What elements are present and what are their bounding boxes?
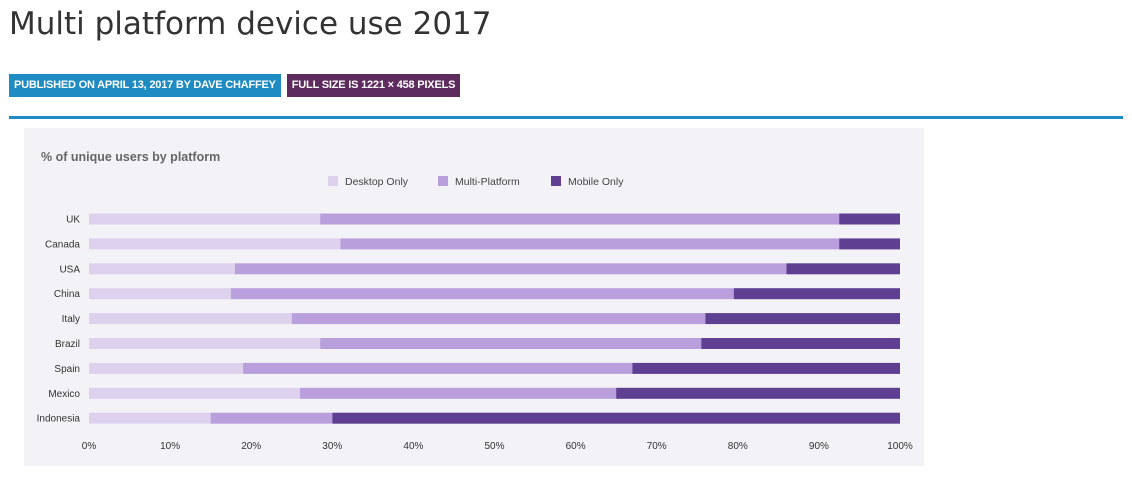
bar-segment	[89, 288, 231, 300]
header-divider	[9, 116, 1123, 119]
published-badge[interactable]: PUBLISHED ON APRIL 13, 2017 BY DAVE CHAF…	[9, 74, 281, 97]
chart-bars	[89, 213, 900, 424]
y-tick-label: USA	[59, 264, 80, 275]
bar-segment	[320, 338, 702, 349]
bar-segment	[89, 263, 235, 275]
bar-segment	[89, 387, 300, 399]
bar-segment	[733, 288, 900, 300]
stacked-bar-chart: % of unique users by platform Desktop On…	[37, 150, 913, 452]
bar-segment	[299, 387, 617, 399]
full-size-badge[interactable]: FULL SIZE IS 1221 × 458 PIXELS	[286, 74, 461, 97]
bar-segment	[210, 412, 333, 424]
chart-image[interactable]: % of unique users by platform Desktop On…	[24, 128, 924, 466]
bar-segment	[632, 362, 900, 374]
x-axis-ticks: 0% 10% 20% 30% 40% 50% 60% 70% 80% 90% 100%	[82, 441, 913, 452]
legend-swatch	[551, 176, 561, 186]
page-title: Multi platform device use 2017	[9, 6, 492, 42]
bar-segment	[89, 362, 244, 374]
bar-segment	[786, 263, 900, 275]
bar-segment	[839, 213, 900, 225]
x-tick-label: 0%	[82, 441, 97, 452]
bar-segment	[230, 288, 734, 300]
y-tick-label: Mexico	[48, 389, 80, 400]
bar-segment	[89, 412, 211, 424]
legend-swatch	[328, 176, 338, 186]
y-axis-labels: UK Canada USA China Italy Brazil Spain Mexico In…	[37, 215, 81, 425]
bar-segment	[89, 213, 321, 225]
x-tick-label: 20%	[241, 441, 261, 452]
bar-segment	[89, 238, 341, 250]
x-tick-label: 40%	[403, 441, 423, 452]
bar-segment	[320, 213, 840, 225]
legend-label: Desktop Only	[345, 176, 409, 188]
bar-segment	[839, 238, 900, 250]
y-tick-label: China	[54, 289, 81, 300]
chart-title: % of unique users by platform	[41, 150, 220, 164]
post-meta: PUBLISHED ON APRIL 13, 2017 BY DAVE CHAF…	[9, 74, 461, 97]
y-tick-label: Canada	[45, 239, 80, 250]
x-tick-label: 60%	[566, 441, 586, 452]
bar-segment	[234, 263, 787, 275]
legend-label: Mobile Only	[568, 176, 624, 188]
bar-segment	[701, 338, 900, 349]
bar-segment	[89, 313, 292, 325]
x-tick-label: 50%	[484, 441, 504, 452]
legend-label: Multi-Platform	[455, 176, 520, 188]
x-tick-label: 100%	[887, 441, 913, 452]
x-tick-label: 10%	[160, 441, 180, 452]
legend-swatch	[438, 176, 448, 186]
y-tick-label: UK	[66, 215, 80, 226]
y-tick-label: Indonesia	[37, 414, 81, 425]
chart-legend: Desktop Only Multi-Platform Mobile Only	[328, 176, 624, 188]
x-tick-label: 70%	[647, 441, 667, 452]
bar-segment	[616, 387, 900, 399]
bar-segment	[340, 238, 840, 250]
x-tick-label: 80%	[728, 441, 748, 452]
bar-segment	[705, 313, 900, 325]
bar-segment	[332, 412, 900, 424]
y-tick-label: Brazil	[55, 339, 80, 350]
bar-segment	[243, 362, 633, 374]
y-tick-label: Spain	[54, 364, 80, 375]
x-tick-label: 30%	[322, 441, 342, 452]
bar-segment	[291, 313, 706, 325]
x-tick-label: 90%	[809, 441, 829, 452]
y-tick-label: Italy	[62, 314, 80, 325]
bar-segment	[89, 338, 321, 349]
